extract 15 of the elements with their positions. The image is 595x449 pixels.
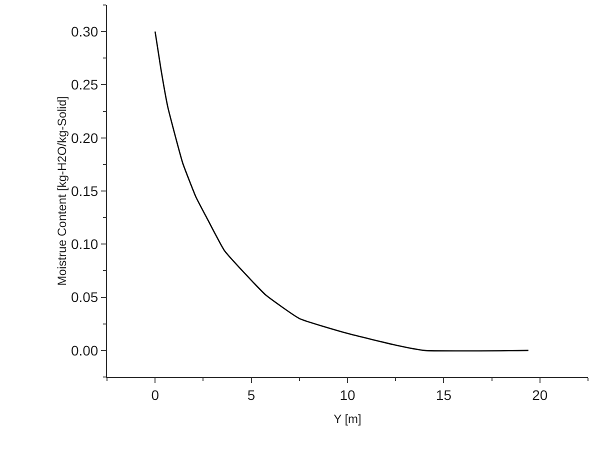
y-tick-label: 0.05 — [70, 289, 98, 306]
x-tick-label: 15 — [436, 386, 452, 403]
y-tick-label: 0.25 — [70, 76, 98, 93]
y-tick-label: 0.00 — [70, 342, 98, 358]
x-tick-label: 10 — [340, 386, 356, 403]
y-tick-label: 0.10 — [70, 236, 98, 252]
y-tick-label: 0.20 — [70, 130, 98, 146]
y-tick-label: 0.30 — [70, 23, 98, 40]
x-tick-label: 20 — [532, 386, 548, 403]
y-axis-title: Moistrue Content [kg-H2O/kg-Solid] — [54, 96, 69, 286]
line-series — [154, 30, 530, 352]
x-axis-title: Y [m] — [334, 412, 362, 426]
x-tick-label: 0 — [151, 386, 160, 403]
y-tick-label: 0.15 — [70, 182, 98, 199]
x-tick-label: 5 — [247, 386, 256, 403]
